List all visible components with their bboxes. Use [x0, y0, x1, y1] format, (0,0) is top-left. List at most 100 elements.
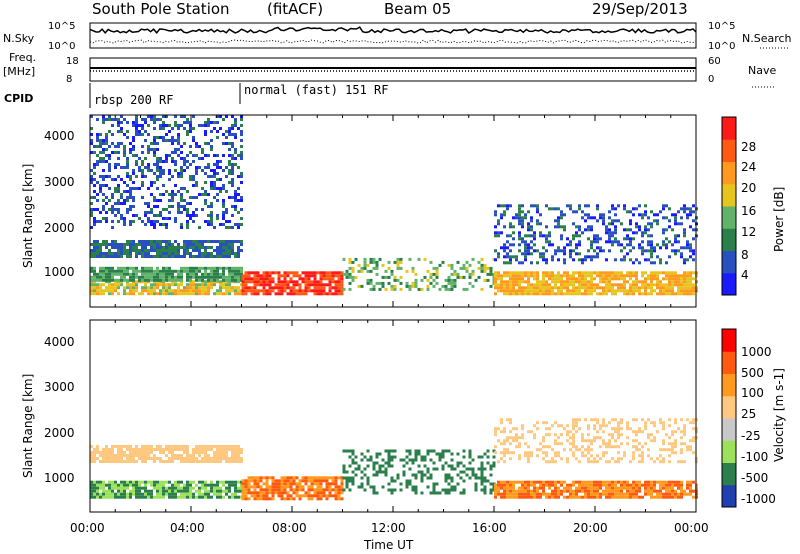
echo-cell	[219, 489, 222, 493]
echo-cell	[686, 289, 689, 293]
echo-cell	[581, 436, 584, 440]
echo-cell	[162, 266, 165, 270]
echo-cell	[120, 495, 123, 499]
echo-cell	[596, 219, 599, 223]
echo-cell	[123, 246, 126, 249]
echo-cell	[280, 289, 284, 293]
echo-cell	[468, 281, 472, 285]
echo-cell	[117, 448, 120, 451]
echo-cell	[132, 489, 135, 493]
echo-cell	[503, 280, 506, 284]
echo-cell	[390, 269, 394, 273]
echo-cell	[692, 451, 695, 455]
echo-cell	[225, 175, 228, 178]
echo-cell	[686, 492, 689, 496]
echo-cell	[150, 492, 153, 496]
echo-cell	[647, 489, 650, 493]
echo-cell	[225, 451, 228, 454]
echo-cell	[509, 492, 512, 496]
echo-cell	[662, 424, 665, 428]
echo-cell	[90, 169, 93, 172]
echo-cell	[605, 277, 608, 281]
echo-cell	[192, 220, 195, 223]
echo-cell	[569, 492, 572, 496]
echo-cell	[102, 118, 105, 121]
echo-cell	[587, 424, 590, 428]
echo-cell	[204, 269, 207, 273]
echo-cell	[560, 492, 563, 496]
echo-cell	[120, 457, 123, 460]
echo-cell	[192, 154, 195, 157]
echo-cell	[599, 483, 602, 487]
echo-cell	[165, 190, 168, 193]
echo-cell	[515, 445, 518, 449]
echo-cell	[117, 243, 120, 246]
echo-cell	[120, 130, 123, 133]
echo-cell	[141, 220, 144, 223]
echo-cell	[102, 489, 105, 493]
echo-cell	[219, 272, 222, 276]
echo-cell	[168, 292, 171, 296]
echo-cell	[575, 430, 578, 434]
echo-cell	[674, 483, 677, 487]
echo-cell	[644, 292, 647, 296]
echo-cell	[198, 292, 201, 296]
echo-cell	[216, 193, 219, 196]
echo-cell	[174, 283, 177, 287]
echo-cell	[396, 476, 400, 480]
echo-cell	[686, 280, 689, 284]
echo-cell	[198, 275, 201, 279]
echo-cell	[195, 166, 198, 169]
echo-cell	[408, 284, 412, 288]
echo-cell	[480, 482, 484, 486]
echo-cell	[435, 281, 439, 285]
echo-cell	[126, 255, 129, 258]
echo-cell	[665, 286, 668, 290]
echo-cell	[268, 488, 272, 492]
echo-cell	[111, 151, 114, 154]
echo-cell	[165, 217, 168, 220]
echo-cell	[156, 266, 159, 270]
echo-cell	[581, 283, 584, 287]
echo-cell	[515, 283, 518, 287]
echo-cell	[189, 495, 192, 499]
echo-cell	[114, 460, 117, 463]
echo-cell	[351, 452, 355, 456]
echo-cell	[144, 460, 147, 463]
echo-cell	[210, 480, 213, 484]
echo-cell	[575, 480, 578, 484]
echo-cell	[503, 489, 506, 493]
echo-cell	[168, 217, 171, 220]
echo-cell	[521, 225, 524, 229]
echo-cell	[686, 448, 689, 452]
echo-cell	[207, 252, 210, 255]
echo-cell	[387, 464, 391, 468]
echo-cell	[99, 269, 102, 273]
echo-cell	[126, 278, 129, 282]
echo-cell	[387, 455, 391, 459]
echo-cell	[105, 445, 108, 448]
echo-cell	[96, 163, 99, 166]
echo-cell	[581, 216, 584, 220]
echo-cell	[114, 454, 117, 457]
echo-cell	[153, 220, 156, 223]
echo-cell	[429, 449, 433, 453]
echo-cell	[135, 289, 138, 293]
echo-cell	[578, 271, 581, 275]
echo-cell	[93, 286, 96, 290]
echo-cell	[159, 480, 162, 484]
power-cbar-tick-24: 24	[741, 160, 756, 174]
echo-cell	[536, 277, 539, 281]
echo-cell	[192, 275, 195, 279]
echo-cell	[207, 124, 210, 127]
echo-cell	[138, 243, 141, 246]
echo-cell	[602, 292, 605, 296]
echo-cell	[102, 283, 105, 287]
echo-cell	[611, 240, 614, 244]
echo-cell	[99, 142, 102, 145]
echo-cell	[156, 118, 159, 121]
echo-cell	[210, 139, 213, 142]
echo-cell	[497, 277, 500, 281]
echo-cell	[632, 454, 635, 458]
echo-cell	[581, 486, 584, 490]
